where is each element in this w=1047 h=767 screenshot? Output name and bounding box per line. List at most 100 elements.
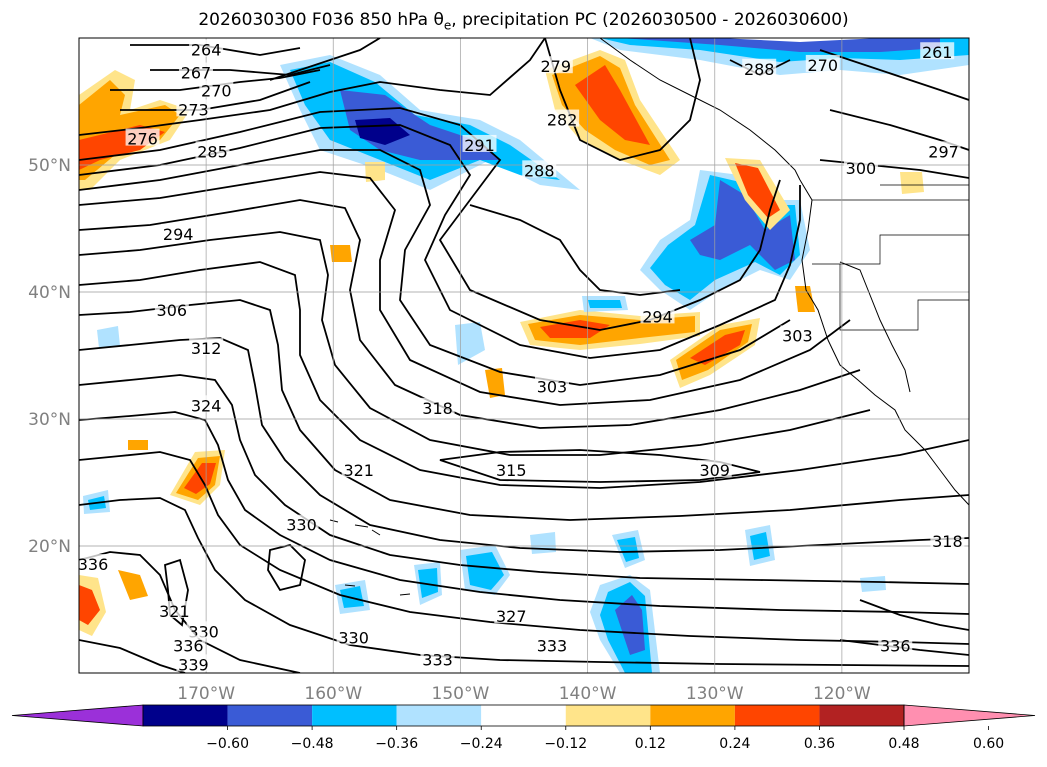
theta-e-contour [469, 204, 681, 296]
contour-label: 315 [496, 461, 527, 480]
contour-label: 309 [699, 461, 730, 480]
lat-tick-label: 40°N [28, 283, 71, 303]
coastlines [329, 38, 969, 596]
contour-label: 333 [422, 650, 453, 669]
precip-positive-region [900, 172, 924, 194]
theta-e-contour [79, 639, 186, 673]
theta-e-contour [79, 107, 781, 331]
colorbar-tick-label: 0.48 [888, 736, 919, 752]
contour-label: 336 [78, 555, 109, 574]
contour-label-bg [522, 160, 557, 178]
colorbar-segment [143, 705, 228, 726]
contour-label-bg [534, 635, 569, 653]
precip-negative-region [455, 322, 485, 365]
theta-e-contour [79, 124, 801, 359]
contour-label-bg [538, 56, 573, 74]
contour-label-bg [930, 531, 965, 549]
contour-label-bg [284, 514, 319, 532]
contour-label: 282 [547, 111, 578, 130]
coastline [799, 179, 969, 506]
contour-label: 336 [880, 636, 911, 655]
theta-e-contour [79, 149, 791, 386]
contour-label-bg [178, 62, 213, 80]
contour-label-bg [79, 554, 110, 572]
precip-negative-region [860, 576, 886, 592]
precip-negative-region [530, 532, 556, 554]
contour-label-bg [171, 635, 206, 653]
theta-e-contour [544, 38, 701, 161]
contour-label-bg [742, 58, 777, 76]
contour-label-bg [780, 325, 815, 343]
contour-label: 303 [782, 326, 813, 345]
precip-positive-region [485, 368, 505, 398]
precip-positive-region [795, 286, 815, 312]
precip-positive-region [735, 163, 780, 218]
theta-e-contour [269, 38, 381, 81]
lat-tick-label: 30°N [28, 410, 71, 430]
theta-e-contour [79, 497, 969, 667]
theta-e-contour [79, 38, 546, 136]
theta-e-contour [130, 44, 301, 56]
colorbar-segment [396, 705, 482, 726]
contour-label: 303 [537, 377, 568, 396]
colorbar-segment [227, 705, 313, 726]
contour-label-bg [462, 134, 497, 152]
coastline [599, 38, 801, 181]
lon-tick-label: 150°W [432, 684, 490, 704]
contour-label: 318 [932, 532, 963, 551]
contour-label: 324 [191, 396, 222, 415]
contour-label-bg [534, 376, 569, 394]
lon-tick-label: 140°W [559, 684, 617, 704]
contour-label-bg [341, 460, 376, 478]
precip-negative-region [97, 326, 120, 348]
colorbar-tick-label: 0.36 [804, 736, 835, 752]
precip-negative-region [620, 38, 940, 52]
contour-label-bg [176, 654, 211, 672]
theta-e-contour [79, 199, 861, 429]
contour-label-bg [176, 99, 211, 117]
colorbar-segment [650, 705, 735, 726]
precip-positive-region [575, 65, 650, 145]
colorbar-segment [481, 705, 566, 726]
contour-label: 294 [642, 307, 673, 326]
precip-positive-region [118, 570, 148, 600]
contour-label-bg [545, 109, 580, 127]
contour-label-bg [199, 80, 234, 98]
theta-e-contours [79, 38, 969, 673]
contour-label-bg [195, 141, 230, 159]
contour-label: 330 [286, 516, 317, 535]
contour-label-bg [125, 128, 160, 146]
precip-positive-region [128, 440, 148, 450]
theta-e-contour [79, 411, 969, 615]
lat-tick-label: 50°N [28, 156, 71, 176]
contour-label-bg [420, 397, 455, 415]
contour-label-bg [189, 338, 224, 356]
contour-label: 267 [181, 64, 212, 83]
precip-positive-region [365, 162, 385, 182]
colorbar-tick-label: 0.24 [719, 736, 750, 752]
precip-negative-region [466, 552, 504, 590]
latitude-labels: 50°N 40°N 30°N 20°N [28, 156, 71, 557]
contour-label-bg [189, 395, 224, 413]
contour-label: 330 [338, 629, 369, 648]
contour-label: 297 [928, 142, 959, 161]
state-border [812, 184, 969, 331]
contour-label-bg [189, 39, 224, 57]
lon-tick-label: 120°W [813, 684, 871, 704]
contour-label-bg [157, 601, 192, 619]
colorbar-tick-label: −0.24 [460, 736, 503, 752]
contour-label-bg [494, 460, 529, 478]
precip-negative-region [588, 300, 622, 308]
contour-label-bg [920, 42, 955, 60]
theta-e-contour [120, 81, 311, 111]
precip-positive-region [184, 463, 216, 494]
precip-negative-region [615, 595, 645, 655]
colorbar-outline [142, 704, 905, 727]
contour-label: 279 [541, 57, 572, 76]
theta-e-contour [164, 558, 189, 627]
lat-tick-label: 20°N [28, 537, 71, 557]
colorbar-segment [734, 705, 820, 726]
theta-e-contour [859, 599, 969, 631]
contour-label-bg [154, 300, 189, 318]
contour-label-bg [336, 627, 371, 645]
